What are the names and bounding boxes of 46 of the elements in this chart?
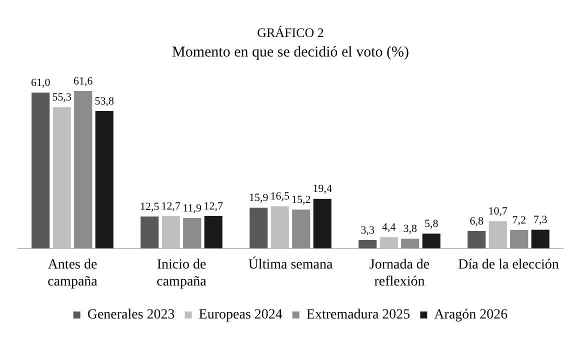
bar bbox=[183, 218, 202, 248]
chart-title: GRÁFICO 2 bbox=[257, 25, 324, 40]
data-label: 16,5 bbox=[270, 190, 290, 203]
data-label: 12,7 bbox=[204, 200, 224, 212]
legend-label: Extremadura 2025 bbox=[306, 308, 410, 323]
bar bbox=[401, 238, 420, 248]
data-label: 7,2 bbox=[512, 214, 526, 226]
data-label: 6,8 bbox=[470, 215, 484, 228]
legend-label: Generales 2023 bbox=[87, 308, 175, 323]
bar bbox=[510, 230, 528, 248]
data-label: 4,4 bbox=[382, 222, 396, 234]
data-label: 15,9 bbox=[248, 192, 269, 204]
x-tick-label: Antes de campaña bbox=[48, 257, 98, 290]
data-label: 15,2 bbox=[292, 194, 311, 206]
bar bbox=[32, 92, 50, 248]
chart-subtitle: Momento en que se decidió el voto (%) bbox=[172, 44, 410, 61]
legend-label: Europeas 2024 bbox=[198, 308, 282, 323]
bar bbox=[468, 231, 486, 248]
bar bbox=[250, 208, 268, 248]
x-tick-label: Inicio de campaña bbox=[156, 257, 208, 290]
data-label: 19,4 bbox=[312, 183, 333, 196]
data-label: 7,3 bbox=[534, 214, 548, 226]
bar bbox=[313, 198, 332, 248]
x-tick-label: Día de la elección bbox=[458, 257, 559, 272]
data-label: 61,6 bbox=[74, 75, 94, 88]
data-label: 3,8 bbox=[403, 223, 418, 236]
data-label: 61,0 bbox=[30, 76, 51, 89]
data-label: 3,3 bbox=[360, 224, 375, 236]
bar bbox=[204, 216, 222, 248]
data-label: 12,7 bbox=[161, 200, 181, 212]
data-label: 53,8 bbox=[94, 95, 115, 108]
bar bbox=[531, 230, 550, 248]
legend-label: Aragón 2026 bbox=[434, 308, 508, 323]
bar bbox=[74, 91, 92, 248]
bar bbox=[358, 240, 377, 248]
bar bbox=[140, 216, 159, 248]
data-label: 10,7 bbox=[488, 205, 508, 218]
x-tick-label: Última semana bbox=[248, 255, 334, 272]
data-label: 5,8 bbox=[424, 218, 439, 230]
bar bbox=[95, 110, 114, 248]
data-label: 12,5 bbox=[140, 200, 160, 213]
data-label: 11,9 bbox=[182, 202, 202, 214]
x-tick-label: Jornada de reflexión bbox=[369, 257, 430, 290]
bar bbox=[422, 234, 440, 248]
bar bbox=[292, 210, 310, 248]
data-label: 55,3 bbox=[52, 92, 72, 104]
